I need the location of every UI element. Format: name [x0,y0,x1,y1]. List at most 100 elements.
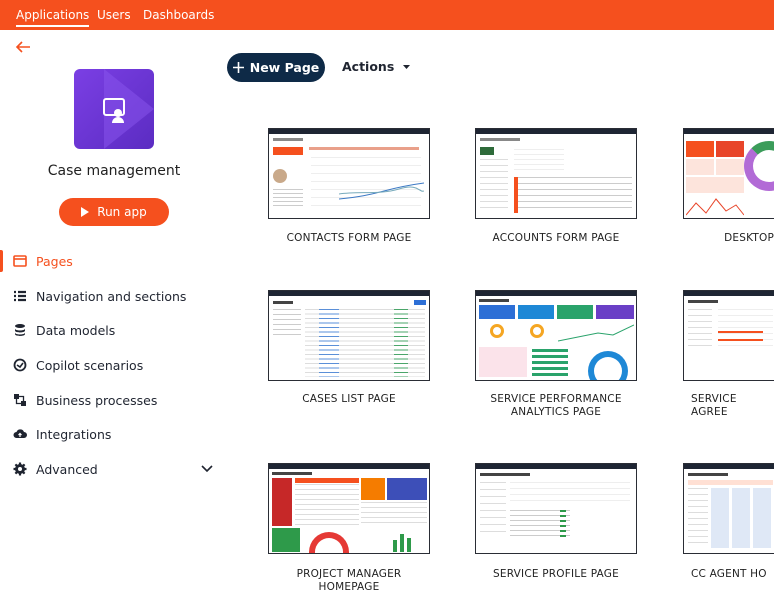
decoration [18,467,22,471]
nav-item[interactable]: Advanced [0,456,225,482]
decoration [387,478,427,500]
decoration [21,401,26,406]
tab[interactable]: Dashboards [143,8,215,22]
page-thumbnail[interactable] [268,128,430,219]
tab[interactable]: Applications [16,8,90,27]
decoration [688,309,712,349]
decoration [103,98,125,116]
decoration [480,147,494,155]
decoration [480,482,506,532]
new-page-button[interactable]: New Page [227,53,325,82]
decoration [688,300,718,303]
decoration [480,138,520,141]
icon [403,64,411,69]
decoration [14,290,26,302]
tab[interactable]: Users [97,8,131,22]
decoration [716,141,744,157]
menu-label: Actions [342,59,395,74]
decoration [114,109,122,117]
decoration [686,159,714,175]
decoration [15,324,25,328]
icon [13,358,27,372]
decoration [414,300,426,305]
decoration [514,177,632,213]
nav-item[interactable]: Integrations [0,421,225,447]
decoration [272,528,300,552]
decoration [530,324,544,338]
decoration [361,478,385,500]
decoration [684,291,774,296]
icon [81,207,90,217]
decoration [269,464,429,469]
nav-item[interactable]: Business processes [0,387,225,413]
decoration [510,482,630,504]
nav-label: Copilot scenarios [36,357,144,373]
chevron[interactable] [201,465,213,473]
decoration [744,141,774,191]
nav-item[interactable]: Data models [0,317,225,343]
page-label: SERVICE PROFILE PAGE [493,568,619,580]
nav-item[interactable]: Pages [0,248,225,274]
back-arrow[interactable] [14,38,32,56]
decoration [596,305,634,319]
decoration [688,480,773,485]
decoration [480,159,508,209]
decoration [480,473,530,476]
decoration [718,309,773,349]
decoration [514,149,564,171]
decoration [557,305,593,319]
decoration [688,488,708,548]
decoration [13,255,27,267]
page-thumbnail[interactable] [268,463,430,554]
page-label: CONTACTS FORM PAGE [286,232,412,244]
decoration [232,62,244,73]
icon [14,290,26,302]
decoration [518,305,554,319]
page-thumbnail[interactable] [475,463,637,554]
nav-label: Data models [36,322,116,338]
decoration [272,478,292,526]
page-thumbnail[interactable] [683,290,774,381]
icon [232,62,244,73]
decoration [514,177,518,213]
decoration [309,147,419,150]
page-thumbnail[interactable] [475,128,637,219]
decoration [560,510,566,538]
decoration [479,305,515,319]
page-thumbnail[interactable] [683,128,774,219]
decoration [319,309,339,377]
decoration [558,324,634,342]
decoration [273,169,287,183]
page-label: ACCOUNTS FORM PAGE [492,232,620,244]
page-thumbnail[interactable] [475,290,637,381]
decoration [273,301,293,304]
decoration [684,464,774,469]
decoration [558,324,634,342]
decoration [686,198,744,216]
decoration [15,41,30,53]
actions-menu[interactable]: Actions [342,59,411,74]
decoration [479,347,527,377]
decoration [588,351,628,380]
nav-item[interactable]: Navigation and sections [0,283,225,309]
page-thumbnail[interactable] [683,463,774,554]
button-label: New Page [249,60,320,75]
decoration [532,349,568,377]
run-app-button[interactable]: Run app [59,198,169,226]
decoration [13,358,27,372]
decoration [339,182,424,200]
page-thumbnail[interactable] [268,290,430,381]
page-label: SERVICE PERFORMANCE ANALYTICS PAGE [490,393,622,418]
icon [14,394,26,406]
decoration [407,538,411,552]
decoration [14,394,19,399]
decoration [295,484,359,526]
decoration [686,198,744,216]
button-label: Run app [97,205,147,219]
decoration [16,362,24,369]
decoration [403,64,411,69]
decoration [104,69,154,149]
decoration [479,299,509,302]
nav-item[interactable]: Copilot scenarios [0,352,225,378]
